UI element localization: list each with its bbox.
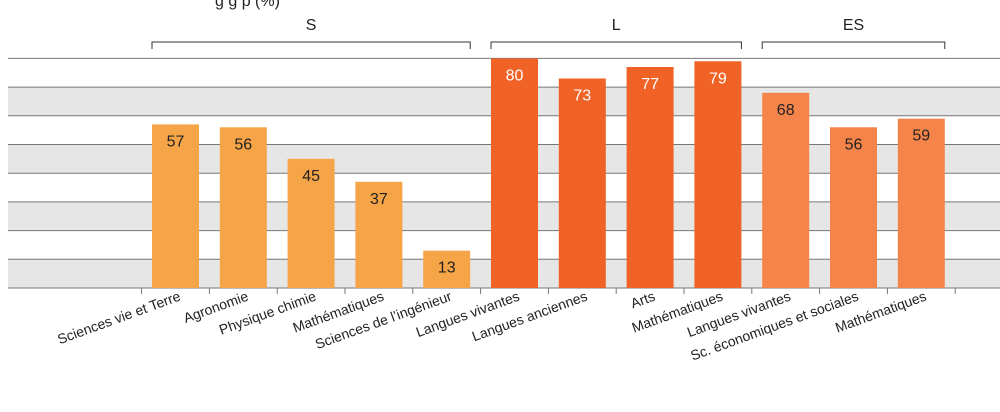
bar	[897, 118, 945, 288]
bar	[219, 127, 267, 288]
data-label: 59	[912, 128, 930, 145]
bar	[423, 250, 471, 288]
data-label: 56	[234, 136, 252, 153]
data-label: 79	[709, 70, 727, 87]
data-label: 73	[573, 87, 591, 104]
bar	[762, 92, 810, 288]
bar	[152, 124, 199, 288]
data-label: 13	[438, 260, 456, 277]
data-label: 80	[506, 67, 524, 84]
bar	[558, 78, 606, 289]
tick-label: Sciences vie et Terre	[55, 288, 183, 347]
group-label: S	[306, 17, 317, 34]
chart-title-fragment: g g p (%)	[215, 0, 280, 10]
group-label: L	[612, 17, 621, 34]
data-label: 57	[167, 133, 185, 150]
tick-label: Langues anciennes	[470, 288, 590, 345]
data-label: 77	[641, 76, 659, 93]
data-label: 56	[845, 136, 863, 153]
bar	[491, 58, 538, 289]
data-label: 45	[302, 168, 320, 185]
tick-label: Arts	[628, 288, 657, 312]
bar	[626, 67, 674, 288]
bar	[694, 61, 742, 288]
group-label: ES	[843, 17, 864, 34]
bar	[830, 127, 877, 288]
group-bracket	[151, 41, 471, 49]
data-label: 68	[777, 102, 795, 119]
data-label: 37	[370, 191, 388, 208]
bar	[355, 181, 403, 288]
group-bracket	[761, 41, 946, 49]
group-bracket	[490, 41, 742, 49]
bar	[287, 158, 335, 288]
